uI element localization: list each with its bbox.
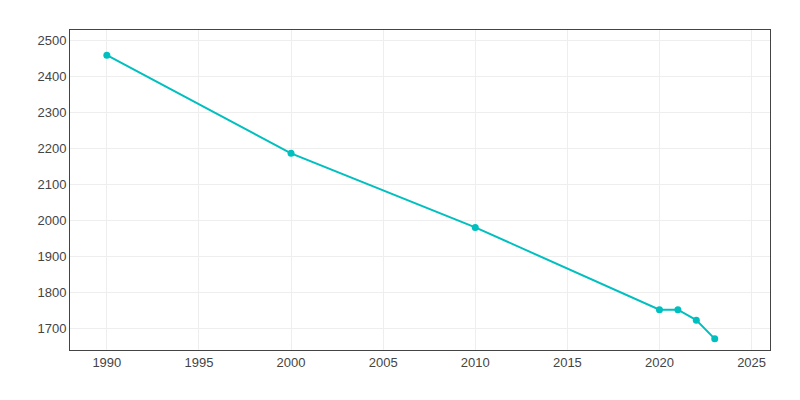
svg-text:2100: 2100 [37,177,66,192]
svg-text:2300: 2300 [37,105,66,120]
svg-text:2400: 2400 [37,69,66,84]
svg-text:2000: 2000 [277,355,306,370]
svg-text:2000: 2000 [37,213,66,228]
svg-text:2010: 2010 [461,355,490,370]
svg-text:2500: 2500 [37,33,66,48]
svg-text:1990: 1990 [92,355,121,370]
svg-text:2025: 2025 [737,355,766,370]
svg-text:2200: 2200 [37,141,66,156]
svg-text:1995: 1995 [184,355,213,370]
svg-text:1900: 1900 [37,249,66,264]
svg-text:2020: 2020 [645,355,674,370]
svg-text:1700: 1700 [37,321,66,336]
svg-text:1800: 1800 [37,285,66,300]
svg-text:2015: 2015 [553,355,582,370]
svg-text:2005: 2005 [369,355,398,370]
